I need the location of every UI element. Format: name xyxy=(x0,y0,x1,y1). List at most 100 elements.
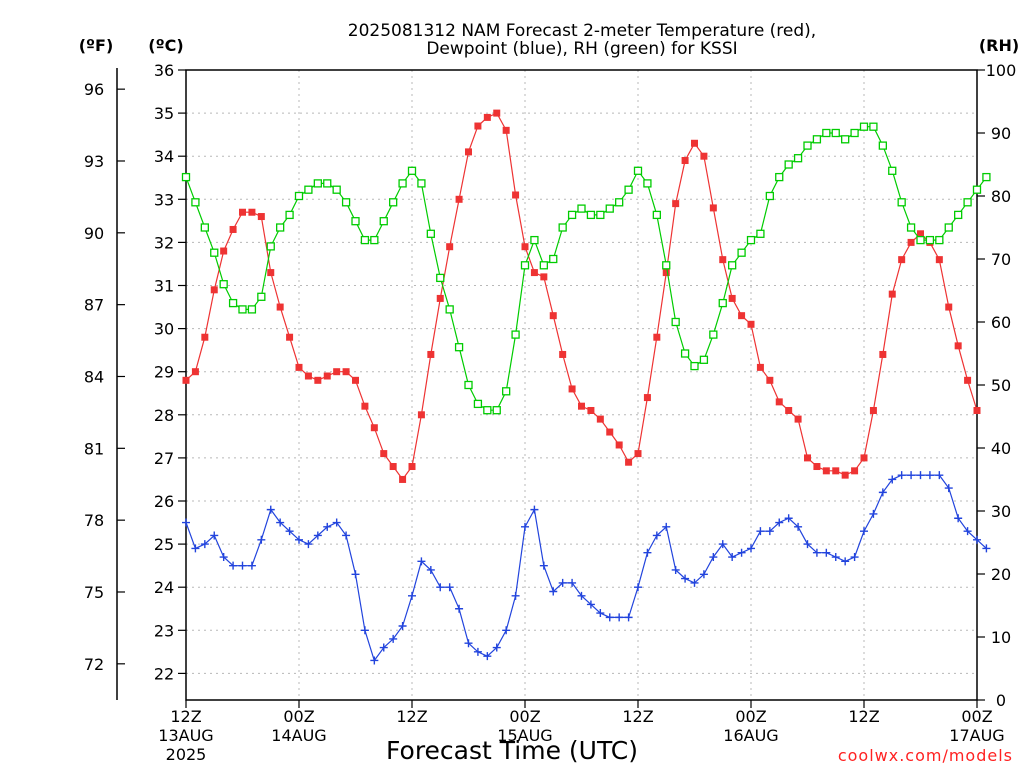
data-point xyxy=(869,509,878,518)
data-point xyxy=(351,570,360,579)
data-point xyxy=(361,402,369,410)
series-line xyxy=(185,474,987,662)
series-line xyxy=(185,112,978,481)
data-point xyxy=(267,269,275,277)
data-point xyxy=(813,463,821,471)
data-point xyxy=(897,198,906,207)
x-tick-label: 2025 xyxy=(166,745,207,764)
data-point xyxy=(586,600,595,609)
data-point xyxy=(502,626,511,635)
data-point xyxy=(257,535,266,544)
data-point xyxy=(539,261,548,270)
data-point xyxy=(342,368,350,376)
data-point xyxy=(210,531,219,540)
x-tick-label: 15AUG xyxy=(497,726,552,745)
data-point xyxy=(831,128,840,138)
celsius-tick-label: 33 xyxy=(154,190,174,209)
data-point xyxy=(691,139,698,147)
data-point xyxy=(624,185,633,194)
data-point xyxy=(379,217,388,226)
data-point xyxy=(973,535,981,544)
data-point xyxy=(445,583,454,592)
x-tick-label: 00Z xyxy=(735,707,766,726)
fahrenheit-tick-label: 78 xyxy=(84,511,104,530)
data-point xyxy=(389,198,398,207)
data-point xyxy=(804,454,811,462)
data-point xyxy=(925,235,935,245)
data-point xyxy=(785,406,793,414)
data-point xyxy=(634,450,642,458)
data-point xyxy=(454,343,464,352)
data-point xyxy=(558,223,567,232)
data-point xyxy=(917,230,924,238)
rh-tick-label: 90 xyxy=(991,124,1011,143)
data-point xyxy=(718,540,727,549)
celsius-tick-label: 30 xyxy=(154,320,174,339)
data-point xyxy=(718,298,727,308)
fahrenheit-unit-label: (ºF) xyxy=(79,36,114,55)
rh-tick-label: 30 xyxy=(991,502,1011,521)
data-point xyxy=(879,350,887,358)
data-point xyxy=(888,166,897,175)
fahrenheit-tick-label: 72 xyxy=(84,655,104,674)
data-point xyxy=(728,294,736,302)
data-point xyxy=(493,109,501,117)
x-tick-label: 12Z xyxy=(848,707,879,726)
data-point xyxy=(907,471,916,480)
data-point xyxy=(286,333,294,341)
data-point xyxy=(765,191,774,201)
data-point xyxy=(276,303,284,311)
data-point xyxy=(812,135,822,144)
data-point xyxy=(671,317,680,327)
data-point xyxy=(436,273,445,283)
data-point xyxy=(916,235,925,245)
data-point xyxy=(455,604,464,613)
data-point xyxy=(803,540,812,549)
x-axis-label: Forecast Time (UTC) xyxy=(386,736,638,765)
data-point xyxy=(333,368,341,376)
data-point xyxy=(502,126,510,134)
data-point xyxy=(247,305,257,314)
data-point xyxy=(964,376,972,384)
data-point xyxy=(963,198,972,207)
data-point xyxy=(606,428,614,436)
rh-tick-label: 10 xyxy=(991,628,1011,647)
data-point xyxy=(935,471,944,480)
data-point xyxy=(228,298,238,308)
celsius-tick-label: 29 xyxy=(154,363,174,382)
data-point xyxy=(314,376,322,384)
data-point xyxy=(841,471,849,479)
data-point xyxy=(229,225,237,233)
data-point xyxy=(831,553,840,562)
fahrenheit-tick-label: 84 xyxy=(84,367,104,386)
celsius-tick-label: 32 xyxy=(154,233,174,252)
data-point xyxy=(521,522,529,531)
data-point xyxy=(596,415,604,423)
data-point xyxy=(709,330,718,339)
data-point xyxy=(398,621,407,630)
data-point xyxy=(897,471,906,480)
data-point xyxy=(841,557,850,566)
data-point xyxy=(332,518,341,527)
data-point xyxy=(747,544,755,553)
data-point xyxy=(700,152,708,160)
data-point xyxy=(709,553,718,562)
data-point xyxy=(285,527,294,536)
data-point xyxy=(512,191,520,199)
x-tick-label: 12Z xyxy=(170,707,201,726)
celsius-tick-label: 23 xyxy=(154,621,174,640)
data-point xyxy=(822,128,831,138)
data-point xyxy=(304,185,313,194)
data-point xyxy=(681,157,689,165)
data-point xyxy=(596,609,605,618)
data-point xyxy=(954,514,963,523)
data-point xyxy=(568,385,576,393)
series-line xyxy=(185,126,987,411)
data-point xyxy=(417,179,426,188)
rh-tick-label: 40 xyxy=(991,439,1011,458)
rh-tick-label: 70 xyxy=(991,250,1011,269)
data-point xyxy=(473,647,482,656)
grid-lines xyxy=(186,70,977,700)
data-point xyxy=(511,591,520,600)
data-point xyxy=(398,179,407,188)
